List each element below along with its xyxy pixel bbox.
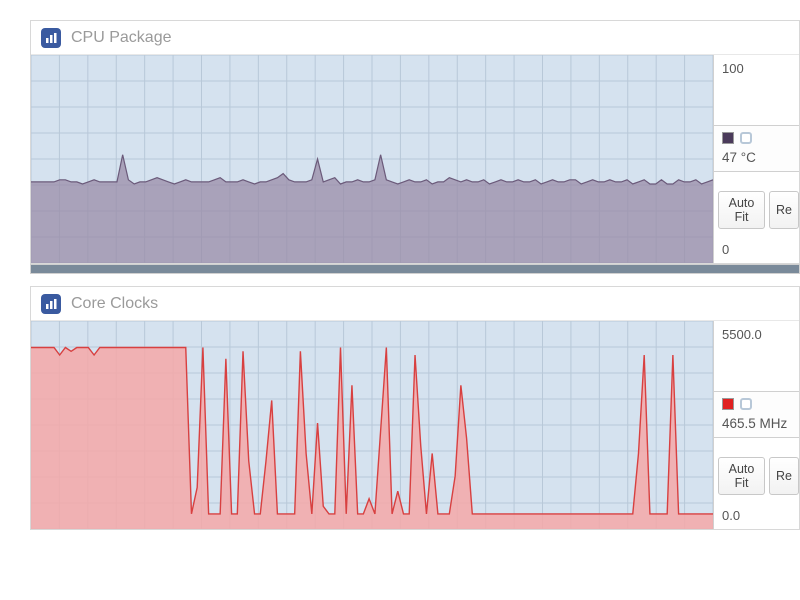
series-swatch-empty[interactable] xyxy=(740,398,752,410)
panel-separator xyxy=(30,264,800,274)
current-value: 47 °C xyxy=(722,150,793,165)
axis-min-label: 0.0 xyxy=(722,508,740,523)
button-row: Auto FitRe xyxy=(718,191,799,229)
auto fit-button[interactable]: Auto Fit xyxy=(718,457,765,495)
panel-cpu package: CPU Package 100 47 °C Auto xyxy=(30,20,800,264)
axis-max-label: 5500.0 xyxy=(722,327,762,342)
chart-icon xyxy=(41,294,61,314)
series-swatch[interactable] xyxy=(722,398,734,410)
chart-icon xyxy=(41,28,61,48)
panel-title: CPU Package xyxy=(71,29,172,47)
panel-core clocks: Core Clocks 5500.0 465.5 MHz xyxy=(30,286,800,530)
current-value: 465.5 MHz xyxy=(722,416,793,431)
series-swatch[interactable] xyxy=(722,132,734,144)
chart-side: 100 47 °C Auto FitRe 0 xyxy=(714,55,799,263)
button-row: Auto FitRe xyxy=(718,457,799,495)
re-button[interactable]: Re xyxy=(769,191,799,229)
chart-area[interactable] xyxy=(31,55,714,263)
chart-area[interactable] xyxy=(31,321,714,529)
panel-title: Core Clocks xyxy=(71,295,158,313)
panel-header: Core Clocks xyxy=(31,287,799,321)
re-button[interactable]: Re xyxy=(769,457,799,495)
axis-min-label: 0 xyxy=(722,242,729,257)
panel-header: CPU Package xyxy=(31,21,799,55)
auto fit-button[interactable]: Auto Fit xyxy=(718,191,765,229)
series-swatch-empty[interactable] xyxy=(740,132,752,144)
axis-max-label: 100 xyxy=(722,61,744,76)
chart-side: 5500.0 465.5 MHz Auto FitRe 0.0 xyxy=(714,321,799,529)
